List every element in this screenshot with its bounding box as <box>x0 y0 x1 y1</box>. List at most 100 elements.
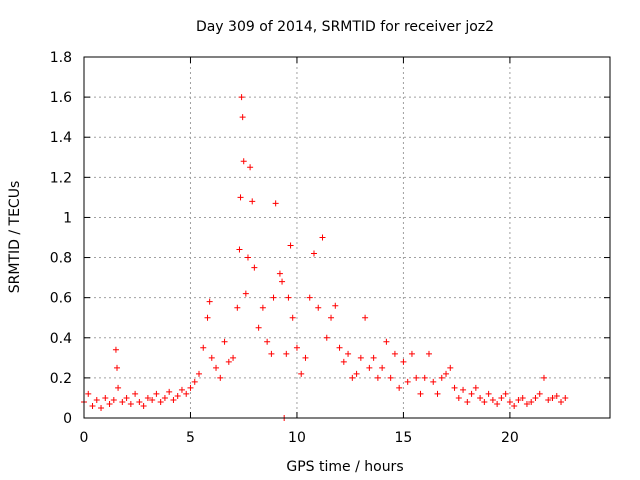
data-point <box>562 394 569 401</box>
data-point <box>237 194 244 201</box>
data-point <box>240 158 247 165</box>
data-point <box>112 346 119 353</box>
data-point <box>494 400 501 407</box>
data-point <box>549 394 556 401</box>
x-tick-label: 20 <box>501 430 519 446</box>
data-point <box>195 370 202 377</box>
data-point <box>268 350 275 357</box>
data-point <box>481 398 488 405</box>
data-point <box>413 374 420 381</box>
y-axis-label: SRMTID / TECUs <box>7 181 23 294</box>
data-point <box>114 364 121 371</box>
data-point <box>468 390 475 397</box>
grid-layer <box>84 57 610 418</box>
data-point <box>332 302 339 309</box>
data-point <box>206 298 213 305</box>
data-point <box>236 246 243 253</box>
data-point <box>183 390 190 397</box>
x-axis-label: GPS time / hours <box>286 459 403 475</box>
data-point <box>170 396 177 403</box>
data-point <box>417 390 424 397</box>
data-point <box>283 350 290 357</box>
data-point <box>477 394 484 401</box>
data-point <box>387 374 394 381</box>
data-point <box>532 394 539 401</box>
data-point <box>234 304 241 311</box>
data-point <box>357 354 364 361</box>
data-point <box>511 402 518 409</box>
data-point <box>293 344 300 351</box>
data-point <box>213 364 220 371</box>
data-point <box>244 254 251 261</box>
data-point <box>310 250 317 257</box>
data-point <box>98 404 105 411</box>
y-tick-label: 0 <box>63 411 72 427</box>
data-point <box>515 396 522 403</box>
data-point <box>408 350 415 357</box>
data-point <box>217 374 224 381</box>
data-point <box>251 264 258 271</box>
y-tick-label: 1.2 <box>50 170 72 186</box>
y-tick-label: 0.4 <box>50 331 72 347</box>
data-point <box>264 338 271 345</box>
data-point <box>115 384 122 391</box>
data-point <box>379 364 386 371</box>
data-point <box>345 350 352 357</box>
data-point <box>374 374 381 381</box>
data-point <box>255 324 262 331</box>
y-tick-label: 1.4 <box>50 130 72 146</box>
data-point <box>489 396 496 403</box>
data-point <box>85 390 92 397</box>
data-point <box>187 384 194 391</box>
data-point <box>127 400 134 407</box>
data-point <box>506 398 513 405</box>
data-point <box>323 334 330 341</box>
data-point <box>447 364 454 371</box>
data-point <box>230 354 237 361</box>
data-point <box>400 358 407 365</box>
data-point <box>451 384 458 391</box>
data-point <box>178 386 185 393</box>
data-point <box>153 390 160 397</box>
y-tick-label: 0.2 <box>50 371 72 387</box>
data-point <box>430 378 437 385</box>
data-point <box>259 304 266 311</box>
data-point <box>319 234 326 241</box>
data-point <box>140 402 147 409</box>
data-point <box>306 294 313 301</box>
data-point <box>485 390 492 397</box>
data-point <box>455 394 462 401</box>
y-tick-label: 1.6 <box>50 90 72 106</box>
data-point <box>166 388 173 395</box>
data-point <box>383 338 390 345</box>
data-point <box>191 378 198 385</box>
plot-frame <box>83 56 611 419</box>
data-point <box>298 370 305 377</box>
data-point <box>102 394 109 401</box>
data-point <box>404 378 411 385</box>
axis-ticks: 0 5 10 15 20 0 0.2 0.4 0.6 0.8 1 1.2 1.4 1.6 1.8 <box>50 50 610 446</box>
data-point <box>136 398 143 405</box>
data-point <box>106 400 113 407</box>
data-point <box>272 200 279 207</box>
data-point <box>238 94 245 101</box>
data-point <box>239 114 246 121</box>
data-point <box>289 314 296 321</box>
x-tick-label: 15 <box>395 430 413 446</box>
data-point <box>438 374 445 381</box>
data-point <box>249 198 256 205</box>
x-tick-label: 0 <box>80 430 89 446</box>
data-point <box>396 384 403 391</box>
data-point <box>421 374 428 381</box>
data-point <box>340 358 347 365</box>
data-point <box>443 370 450 377</box>
x-tick-label: 5 <box>186 430 195 446</box>
data-point <box>123 394 130 401</box>
data-point <box>132 390 139 397</box>
data-point <box>119 398 126 405</box>
data-point <box>540 374 547 381</box>
data-point <box>553 392 560 399</box>
data-point <box>242 290 249 297</box>
data-point <box>247 164 254 171</box>
